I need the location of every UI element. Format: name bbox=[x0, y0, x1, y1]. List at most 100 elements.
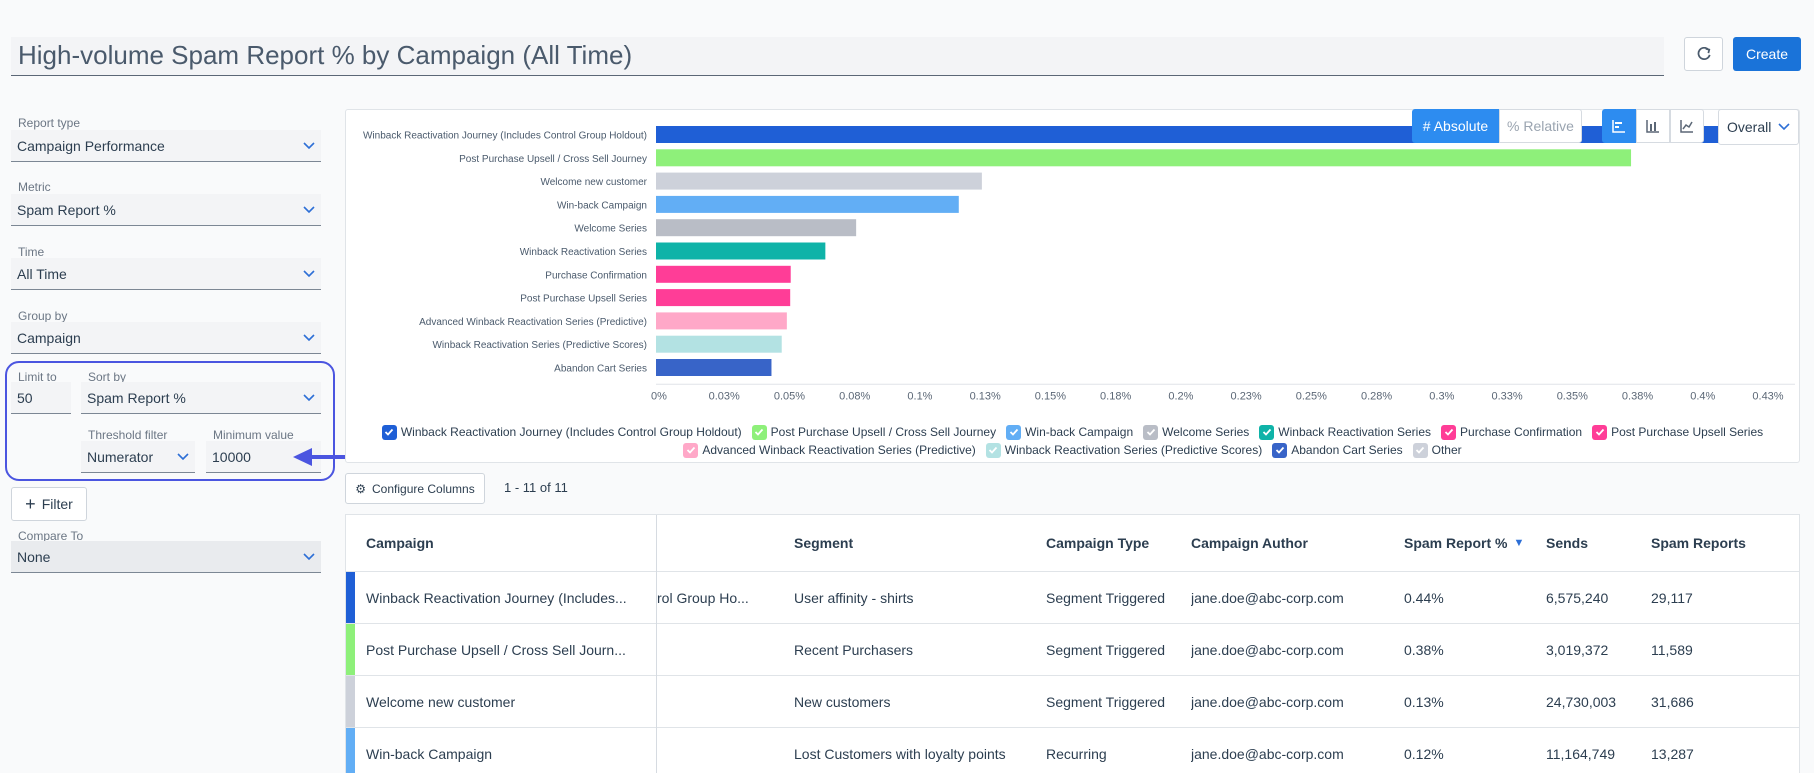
legend-item[interactable]: Winback Reactivation Journey (Includes C… bbox=[381, 424, 742, 440]
x-tick-label: 0.13% bbox=[970, 390, 1001, 402]
filter-button[interactable]: + Filter bbox=[11, 487, 87, 521]
relative-toggle[interactable]: % Relative bbox=[1499, 109, 1582, 143]
cell-segment: Recent Purchasers bbox=[794, 642, 914, 658]
x-tick-label: 0.25% bbox=[1296, 390, 1327, 402]
compare-select[interactable]: None bbox=[11, 541, 321, 573]
legend-item[interactable]: Purchase Confirmation bbox=[1441, 424, 1582, 440]
group-by-select[interactable]: Campaign bbox=[11, 322, 321, 354]
chevron-down-icon bbox=[303, 393, 315, 401]
time-select[interactable]: All Time bbox=[11, 258, 321, 290]
table-row[interactable]: Post Purchase Upsell / Cross Sell Journ.… bbox=[346, 623, 1799, 676]
table-row[interactable]: Win-back Campaign Lost Customers with loy… bbox=[346, 727, 1799, 773]
metric-select[interactable]: Spam Report % bbox=[11, 194, 321, 226]
y-category-label: Purchase Confirmation bbox=[545, 270, 647, 281]
refresh-button[interactable] bbox=[1684, 37, 1723, 71]
checkbox-icon[interactable] bbox=[1441, 424, 1457, 440]
chart-bar[interactable] bbox=[656, 312, 787, 330]
chart-bar[interactable] bbox=[656, 359, 772, 376]
checkbox-icon[interactable] bbox=[1412, 442, 1428, 458]
aggregation-value: Overall bbox=[1727, 119, 1772, 135]
chart-bar[interactable] bbox=[656, 242, 826, 260]
chevron-down-icon bbox=[303, 552, 315, 560]
minimum-value-input[interactable]: 10000 bbox=[206, 441, 321, 473]
table-row[interactable]: Winback Reactivation Journey (Includes..… bbox=[346, 571, 1799, 624]
legend-item[interactable]: Advanced Winback Reactivation Series (Pr… bbox=[683, 442, 976, 458]
row-color-indicator bbox=[346, 676, 355, 728]
report-title-field[interactable] bbox=[11, 37, 1664, 76]
line-chart-icon bbox=[1680, 120, 1693, 133]
line-view-button[interactable] bbox=[1670, 109, 1704, 143]
y-category-label: Post Purchase Upsell / Cross Sell Journe… bbox=[459, 154, 647, 165]
legend-item[interactable]: Winback Reactivation Series (Predictive … bbox=[985, 442, 1262, 458]
x-tick-label: 0.4% bbox=[1690, 390, 1715, 402]
x-tick-label: 0.28% bbox=[1361, 390, 1392, 402]
checkbox-icon[interactable] bbox=[1272, 442, 1288, 458]
x-tick-label: 0.23% bbox=[1231, 390, 1262, 402]
legend-item[interactable]: Abandon Cart Series bbox=[1272, 442, 1403, 458]
legend-item[interactable]: Win-back Campaign bbox=[1006, 424, 1133, 440]
checkbox-icon[interactable] bbox=[1592, 424, 1608, 440]
legend-label: Welcome Series bbox=[1162, 425, 1250, 439]
y-category-label: Winback Reactivation Series (Predictive … bbox=[432, 340, 647, 351]
column-header-campaign-author[interactable]: Campaign Author bbox=[1191, 535, 1308, 551]
checkbox-icon[interactable] bbox=[1259, 424, 1275, 440]
cell-campaign: Win-back Campaign bbox=[366, 746, 493, 762]
chart-bar[interactable] bbox=[656, 265, 791, 283]
legend-item[interactable]: Post Purchase Upsell / Cross Sell Journe… bbox=[751, 424, 996, 440]
x-tick-label: 0.38% bbox=[1622, 390, 1653, 402]
aggregation-select[interactable]: Overall bbox=[1718, 109, 1799, 145]
x-tick-label: 0.03% bbox=[709, 390, 740, 402]
absolute-toggle[interactable]: # Absolute bbox=[1412, 109, 1499, 143]
column-header-campaign-type[interactable]: Campaign Type bbox=[1046, 535, 1150, 551]
chevron-down-icon bbox=[303, 141, 315, 149]
column-header-sends[interactable]: Sends bbox=[1546, 535, 1589, 551]
checkbox-icon[interactable] bbox=[683, 442, 699, 458]
legend-item[interactable]: Other bbox=[1412, 442, 1462, 458]
legend-item[interactable]: Post Purchase Upsell Series bbox=[1592, 424, 1763, 440]
x-tick-label: 0.3% bbox=[1429, 390, 1454, 402]
limit-input[interactable]: 50 bbox=[11, 382, 71, 414]
chart-bar[interactable] bbox=[656, 289, 791, 307]
cell-sends: 6,575,240 bbox=[1546, 590, 1609, 606]
column-header-spam-reports[interactable]: Spam Reports bbox=[1651, 535, 1746, 551]
metric-value: Spam Report % bbox=[17, 201, 116, 218]
column-view-button[interactable] bbox=[1636, 109, 1670, 143]
chart-bar[interactable] bbox=[656, 172, 982, 190]
legend-item[interactable]: Winback Reactivation Series bbox=[1259, 424, 1432, 440]
chart-bar[interactable] bbox=[656, 149, 1632, 167]
checkbox-icon[interactable] bbox=[985, 442, 1001, 458]
checkbox-icon[interactable] bbox=[751, 424, 767, 440]
cell-campaign-type: Recurring bbox=[1046, 746, 1107, 762]
configure-columns-button[interactable]: ⚙ Configure Columns bbox=[345, 473, 485, 504]
threshold-select[interactable]: Numerator bbox=[81, 441, 195, 473]
report-type-label: Report type bbox=[18, 116, 81, 130]
cell-campaign-author: jane.doe@abc-corp.com bbox=[1191, 642, 1344, 658]
page-title[interactable]: High-volume Spam Report % by Campaign (A… bbox=[18, 40, 633, 70]
x-tick-label: 0.35% bbox=[1557, 390, 1588, 402]
chart-bar[interactable] bbox=[656, 195, 959, 213]
bar-view-button[interactable] bbox=[1602, 109, 1636, 143]
legend-label: Advanced Winback Reactivation Series (Pr… bbox=[702, 443, 976, 457]
report-type-select[interactable]: Campaign Performance bbox=[11, 130, 321, 162]
checkbox-icon[interactable] bbox=[1143, 424, 1159, 440]
sort-by-select[interactable]: Spam Report % bbox=[81, 382, 321, 414]
column-header-spam-report-pct[interactable]: Spam Report % ▼ bbox=[1404, 515, 1524, 571]
time-label: Time bbox=[18, 245, 45, 259]
cell-campaign-overflow: rol Group Ho... bbox=[657, 590, 749, 606]
legend-label: Winback Reactivation Series bbox=[1278, 425, 1432, 439]
cell-spam-reports: 29,117 bbox=[1651, 590, 1693, 606]
legend-item[interactable]: Welcome Series bbox=[1143, 424, 1250, 440]
chart-bar[interactable] bbox=[656, 219, 857, 237]
limit-label: Limit to bbox=[18, 370, 57, 384]
column-header-segment[interactable]: Segment bbox=[794, 535, 854, 551]
checkbox-icon[interactable] bbox=[1006, 424, 1022, 440]
cell-campaign-author: jane.doe@abc-corp.com bbox=[1191, 590, 1344, 606]
cell-sends: 11,164,749 bbox=[1546, 746, 1616, 762]
checkbox-icon[interactable] bbox=[381, 424, 397, 440]
table-row[interactable]: Welcome new customer New customers Segment… bbox=[346, 675, 1799, 728]
column-header-campaign[interactable]: Campaign bbox=[366, 535, 434, 551]
legend-label: Abandon Cart Series bbox=[1291, 443, 1403, 457]
chart-bar[interactable] bbox=[656, 335, 782, 353]
y-category-label: Abandon Cart Series bbox=[554, 364, 647, 375]
create-button[interactable]: Create bbox=[1733, 37, 1801, 71]
